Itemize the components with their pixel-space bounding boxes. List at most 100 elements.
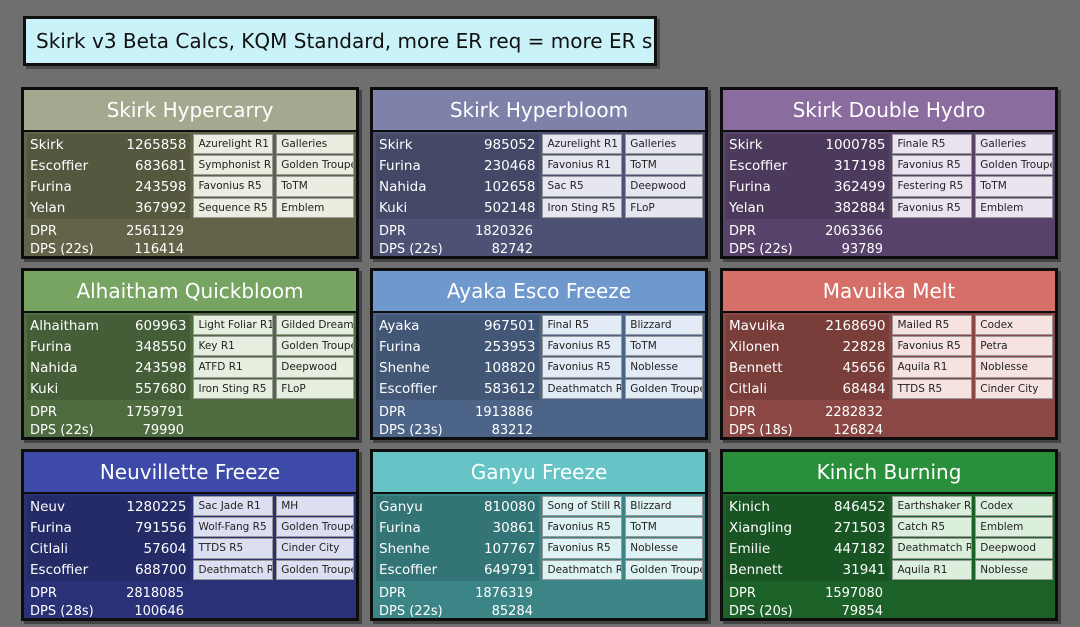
dps-row-value: 85284 [491, 604, 533, 619]
character-damage: 1265858 [126, 136, 187, 153]
character-damage: 108820 [483, 359, 536, 376]
character-cell: Yelan 367992 [27, 197, 191, 219]
character-name: Furina [30, 178, 72, 195]
character-cell: Citlali 57604 [27, 538, 191, 560]
dps-row-value: 83212 [491, 423, 533, 438]
dpr-row-label: DPR [729, 223, 756, 239]
character-cell: Escoffier 649791 [376, 559, 540, 581]
character-row: Furina 348550 Key R1 Golden Troupe [27, 336, 354, 358]
character-cell: Furina 362499 [726, 176, 890, 198]
character-cell: Skirk 1265858 [27, 134, 191, 156]
dps-row-value: 79854 [841, 604, 883, 619]
artifact-cell: Deepwood [625, 176, 703, 197]
dps-row-label: DPS (22s) [30, 242, 94, 257]
team-card: Alhaitham Quickbloom Alhaitham 609963 Light… [21, 268, 359, 440]
character-row: Mavuika 2168690 Mailed R5 Codex [726, 315, 1053, 337]
artifact-cell: Galleries [625, 134, 703, 155]
weapon-cell: Iron Sting R5 [542, 197, 623, 218]
character-row: Alhaitham 609963 Light Foliar R1 Gilded Dre… [27, 315, 354, 337]
dps-row: DPS (22s) 82742 [376, 240, 536, 256]
character-damage: 253953 [483, 338, 536, 355]
dps-row-value: 126824 [833, 423, 883, 438]
team-totals: DPR 1913886 DPS (23s) 83212 [373, 400, 705, 438]
character-damage: 2168690 [825, 317, 886, 334]
character-damage: 967501 [483, 317, 536, 334]
character-damage: 107767 [483, 540, 536, 557]
character-row: Furina 791556 Wolf-Fang R5 Golden Troupe [27, 517, 354, 539]
dpr-row-value: 2282832 [825, 404, 883, 420]
character-damage: 985052 [483, 136, 536, 153]
character-damage: 846452 [833, 498, 886, 515]
character-name: Furina [729, 178, 771, 195]
dps-row-label: DPS (22s) [30, 423, 94, 438]
character-damage: 557680 [134, 381, 187, 398]
weapon-cell: Sac Jade R1 [193, 496, 274, 517]
dpr-row-value: 2561129 [126, 223, 184, 239]
character-name: Bennett [729, 562, 783, 579]
character-row: Furina 243598 Favonius R5 ToTM [27, 176, 354, 198]
character-damage: 362499 [833, 178, 886, 195]
dps-row: DPS (18s) 126824 [726, 421, 886, 438]
weapon-cell: Aquila R1 [892, 357, 973, 378]
character-cell: Escoffier 683681 [27, 155, 191, 177]
dpr-row-label: DPR [729, 585, 756, 601]
character-cell: Escoffier 688700 [27, 559, 191, 581]
weapon-cell: Favonius R5 [542, 517, 623, 538]
artifact-cell: ToTM [625, 517, 703, 538]
character-damage: 810080 [483, 498, 536, 515]
weapon-cell: Earthshaker R5 [892, 496, 973, 517]
dpr-row-value: 1913886 [475, 404, 533, 420]
character-name: Neuv [30, 498, 65, 515]
character-damage: 317198 [833, 157, 886, 174]
character-cell: Skirk 985052 [376, 134, 540, 156]
character-name: Mavuika [729, 317, 786, 334]
character-damage: 583612 [483, 381, 536, 398]
character-row: Escoffier 317198 Favonius R5 Golden Troupe [726, 155, 1053, 177]
character-cell: Furina 243598 [27, 176, 191, 198]
character-cell: Kinich 846452 [726, 496, 890, 518]
artifact-cell: Golden Troupe [625, 559, 703, 580]
character-name: Xilonen [729, 338, 780, 355]
character-cell: Escoffier 317198 [726, 155, 890, 177]
character-cell: Emilie 447182 [726, 538, 890, 560]
character-cell: Alhaitham 609963 [27, 315, 191, 337]
artifact-cell: Cinder City [276, 538, 354, 559]
team-title: Skirk Hyperbloom [373, 90, 705, 132]
dps-row-value: 93789 [841, 242, 883, 257]
team-totals: DPR 2282832 DPS (18s) 126824 [723, 400, 1055, 438]
weapon-cell: Favonius R1 [542, 155, 623, 176]
team-title: Kinich Burning [723, 452, 1055, 494]
character-cell: Ayaka 967501 [376, 315, 540, 337]
dpr-row: DPR 2818085 [27, 584, 187, 603]
character-damage: 30861 [492, 519, 536, 536]
weapon-cell: Sac R5 [542, 176, 623, 197]
team-title: Skirk Hypercarry [24, 90, 356, 132]
character-name: Skirk [379, 136, 413, 153]
weapon-cell: Symphonist R1 [193, 155, 274, 176]
character-row: Kinich 846452 Earthshaker R5 Codex [726, 496, 1053, 518]
character-damage: 1280225 [126, 498, 187, 515]
character-damage: 348550 [134, 338, 187, 355]
character-name: Xiangling [729, 519, 793, 536]
artifact-cell: Emblem [276, 197, 354, 218]
character-row: Furina 253953 Favonius R5 ToTM [376, 336, 703, 358]
character-cell: Furina 348550 [27, 336, 191, 358]
dps-row-label: DPS (22s) [379, 604, 443, 619]
artifact-cell: Deepwood [975, 538, 1053, 559]
character-rows: Skirk 1000785 Finale R5 Galleries Escoffier 3… [723, 132, 1055, 219]
dpr-row-label: DPR [379, 585, 406, 601]
weapon-cell: Iron Sting R5 [193, 378, 274, 399]
character-name: Kuki [379, 200, 408, 217]
character-rows: Ganyu 810080 Song of Still R5 Blizzard Furin… [373, 494, 705, 581]
artifact-cell: FLoP [625, 197, 703, 218]
character-cell: Xilonen 22828 [726, 336, 890, 358]
character-name: Citlali [729, 381, 767, 398]
character-name: Kuki [30, 381, 59, 398]
dps-row-label: DPS (23s) [379, 423, 443, 438]
weapon-cell: Favonius R5 [542, 336, 623, 357]
character-row: Escoffier 583612 Deathmatch R1 Golden Troup… [376, 378, 703, 400]
character-row: Nahida 243598 ATFD R1 Deepwood [27, 357, 354, 379]
character-name: Escoffier [379, 381, 438, 398]
weapon-cell: Azurelight R1 [193, 134, 274, 155]
character-name: Bennett [729, 359, 783, 376]
